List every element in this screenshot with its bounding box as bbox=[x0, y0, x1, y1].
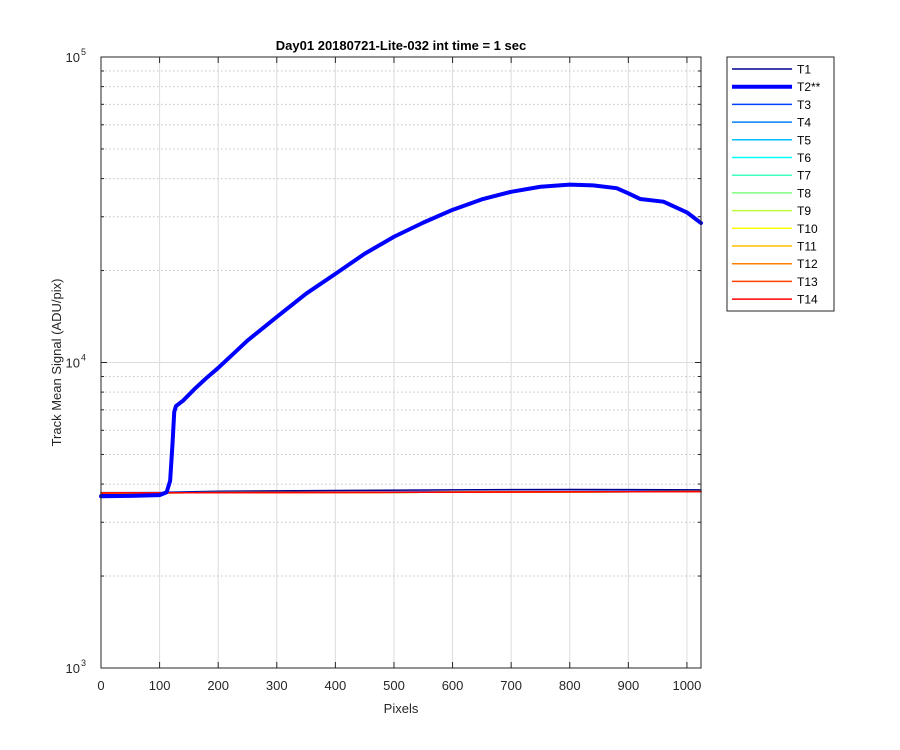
legend-label: T8 bbox=[797, 186, 811, 200]
y-axis-label: Track Mean Signal (ADU/pix) bbox=[49, 279, 64, 447]
legend-label: T1 bbox=[797, 63, 811, 77]
y-tick-label-exponent: 4 bbox=[81, 353, 86, 363]
y-tick-label-base: 10 bbox=[66, 356, 80, 371]
x-tick-label: 600 bbox=[442, 678, 464, 693]
x-tick-labels: 0 100 200 300 400 500 600 700 800 900 1000 bbox=[97, 678, 701, 693]
legend-label: T3 bbox=[797, 98, 811, 112]
legend-label: T7 bbox=[797, 169, 811, 183]
chart-title: Day01 20180721-Lite-032 int time = 1 sec bbox=[276, 38, 526, 53]
legend-label: T13 bbox=[797, 275, 818, 289]
x-tick-label: 500 bbox=[383, 678, 405, 693]
x-tick-label: 900 bbox=[617, 678, 639, 693]
y-tick-label: 10 4 bbox=[66, 353, 86, 371]
x-tick-label: 300 bbox=[266, 678, 288, 693]
x-tick-label: 400 bbox=[325, 678, 347, 693]
x-tick-label: 800 bbox=[559, 678, 581, 693]
legend-label: T12 bbox=[797, 257, 818, 271]
y-tick-label-base: 10 bbox=[66, 661, 80, 676]
x-tick-label: 1000 bbox=[672, 678, 701, 693]
legend-label: T14 bbox=[797, 293, 818, 307]
grid bbox=[101, 57, 701, 668]
legend: T1 T2** T3 T4 T5 T6 T7 T8 T9 T10 T11 T12 T13 T14 bbox=[726, 56, 835, 312]
tick-marks bbox=[100, 56, 701, 669]
x-tick-label: 100 bbox=[149, 678, 171, 693]
series-line-t14 bbox=[100, 490, 702, 494]
y-tick-label-exponent: 3 bbox=[81, 658, 86, 668]
legend-label: T5 bbox=[797, 133, 811, 147]
legend-label: T11 bbox=[797, 240, 817, 254]
x-tick-label: 0 bbox=[97, 678, 104, 693]
x-tick-label: 200 bbox=[207, 678, 229, 693]
legend-label: T9 bbox=[797, 204, 811, 218]
legend-box bbox=[726, 56, 835, 312]
x-axis-label: Pixels bbox=[384, 701, 419, 716]
legend-label: T10 bbox=[797, 222, 818, 236]
legend-label: T2** bbox=[797, 80, 821, 94]
y-tick-label: 10 5 bbox=[66, 47, 86, 65]
y-tick-label: 10 3 bbox=[66, 658, 86, 676]
series-line-t2 bbox=[99, 182, 703, 499]
x-tick-label: 700 bbox=[500, 678, 522, 693]
y-tick-label-exponent: 5 bbox=[81, 47, 86, 57]
series-lines bbox=[99, 182, 703, 499]
legend-label: T6 bbox=[797, 151, 811, 165]
y-tick-label-base: 10 bbox=[66, 50, 80, 65]
legend-label: T4 bbox=[797, 116, 811, 130]
